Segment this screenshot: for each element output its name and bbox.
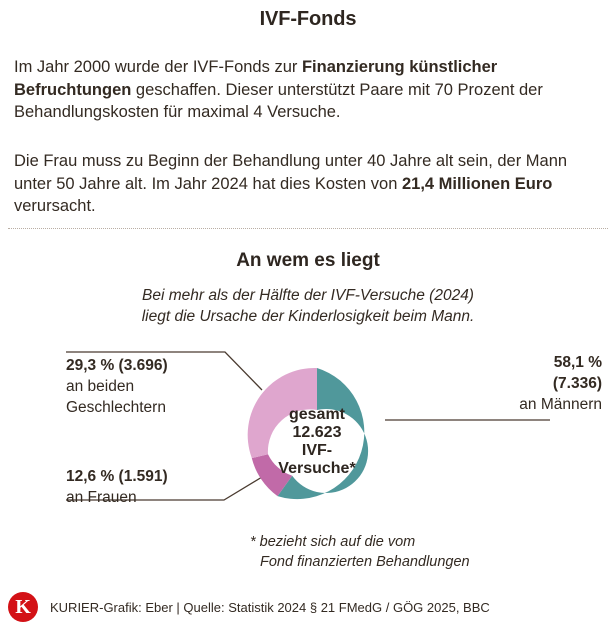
intro-p1-part1: Im Jahr 2000 wurde der IVF-Fonds zur — [14, 58, 302, 76]
chart-footnote: * bezieht sich auf die vom Fond finanzie… — [250, 532, 550, 572]
callout-men-desc-line1: an Männern — [519, 396, 602, 413]
donut-chart-figure: gesamt 12.623 IVF- Versuche* — [0, 330, 616, 520]
donut-segment-both — [247, 367, 317, 459]
intro-p1-part2: geschaffen. Dieser unterstützt Paare mit… — [14, 80, 543, 122]
callout-men-value-line2: (7.336) — [552, 375, 602, 392]
section-divider — [8, 228, 608, 229]
chart-subtitle: Bei mehr als der Hälfte der IVF-Versuche… — [88, 285, 528, 327]
callout-men-value-line1: 58,1 % — [553, 354, 602, 371]
callout-women: 12,6 % (1.591) an Frauen — [66, 466, 168, 508]
donut-segment-women — [251, 454, 293, 497]
kurier-logo-icon: K — [8, 592, 38, 622]
donut-segment-men — [277, 368, 369, 500]
chart-subtitle-line1: Bei mehr als der Hälfte der IVF-Versuche… — [142, 287, 474, 304]
callout-men: 58,1 % (7.336) an Männern — [519, 352, 602, 415]
chart-subtitle-line2: liegt die Ursache der Kinderlosigkeit be… — [141, 308, 475, 325]
callout-both-genders: 29,3 % (3.696) an beiden Geschlechtern — [66, 355, 168, 418]
donut-center-line4: Versuche* — [278, 460, 356, 477]
donut-center-line2: 12.623 — [293, 424, 342, 441]
footnote-line1: * bezieht sich auf die vom — [250, 534, 416, 550]
donut-center-line3: IVF- — [302, 442, 332, 459]
donut-chart-svg: gesamt 12.623 IVF- Versuche* — [66, 351, 550, 501]
callout-women-value: 12,6 % (1.591) — [66, 468, 168, 485]
intro-p2-bold: 21,4 Millionen Euro — [401, 174, 553, 193]
intro-p2-part2: verursacht. — [14, 197, 96, 215]
callout-both-desc-line2: Geschlechtern — [66, 399, 166, 416]
leader-line-women — [66, 470, 273, 501]
intro-p1-bold: Finanzierung künstlicher Befruchtungen — [14, 58, 498, 99]
page-title: IVF-Fonds — [259, 8, 357, 30]
footnote-line2: Fond finanzierten Behandlungen — [260, 554, 470, 570]
callout-women-desc-line1: an Frauen — [66, 489, 137, 506]
intro-paragraph-1: Im Jahr 2000 wurde der IVF-Fonds zur Fin… — [14, 56, 602, 124]
intro-paragraph-2: Die Frau muss zu Beginn der Behandlung u… — [14, 150, 602, 218]
chart-title: An wem es liegt — [236, 250, 380, 271]
callout-both-desc-line1: an beiden — [66, 378, 135, 395]
source-credit-text: KURIER-Grafik: Eber | Quelle: Statistik … — [50, 599, 490, 615]
callout-both-value: 29,3 % (3.696) — [66, 357, 168, 374]
donut-center-line1: gesamt — [289, 406, 346, 423]
source-bar: K KURIER-Grafik: Eber | Quelle: Statisti… — [0, 588, 616, 626]
intro-p2-part1: Die Frau muss zu Beginn der Behandlung u… — [14, 152, 568, 193]
leader-line-both — [66, 351, 263, 391]
